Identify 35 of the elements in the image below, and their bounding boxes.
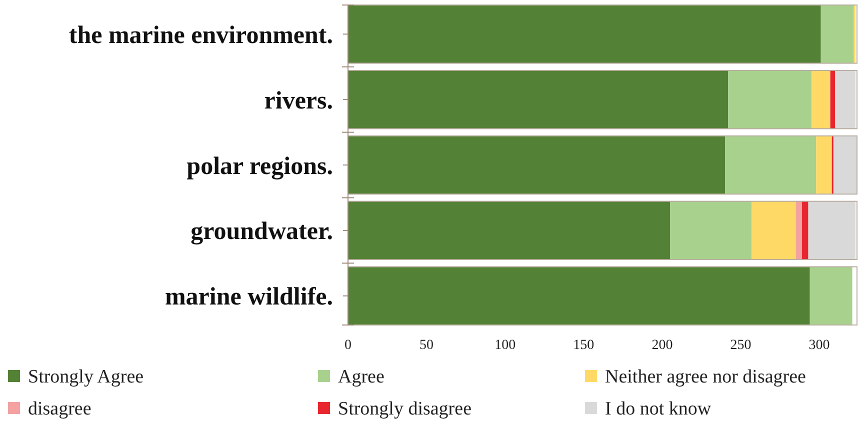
bar [728, 70, 812, 129]
bar [348, 136, 726, 194]
bar [725, 136, 816, 194]
bar [835, 70, 856, 129]
bar [670, 201, 752, 260]
y-tick-label: polar regions. [186, 152, 333, 180]
x-tick-label: 50 [420, 338, 434, 353]
bar [833, 136, 857, 194]
x-tick-label: 150 [573, 338, 594, 353]
bar [802, 201, 808, 260]
legend-label: Strongly disagree [338, 398, 472, 420]
x-tick-label: 300 [808, 338, 830, 353]
bar [830, 70, 836, 129]
bar [811, 70, 830, 129]
legend-label: disagree [28, 398, 92, 420]
bar [752, 201, 796, 260]
bar [796, 201, 802, 260]
x-tick-label: 100 [494, 338, 516, 353]
bar [810, 266, 852, 325]
bar [820, 5, 854, 64]
bar [348, 70, 728, 129]
y-tick-label: the marine environment. [68, 22, 333, 49]
x-tick-label: 0 [344, 338, 352, 353]
x-tick-label: 250 [730, 338, 752, 353]
legend-label: Agree [338, 366, 384, 388]
y-tick-label: groundwater. [190, 218, 333, 246]
legend-label: Strongly Agree [28, 366, 144, 388]
bar [348, 201, 670, 260]
legend-label: Neither agree nor disagree [605, 366, 806, 388]
bar [816, 136, 832, 194]
y-tick-label: marine wildlife. [164, 284, 333, 311]
y-tick-label: rivers. [264, 87, 333, 114]
x-tick-label: 200 [652, 338, 673, 353]
bar [808, 201, 856, 260]
legend-label: I do not know [605, 398, 712, 420]
